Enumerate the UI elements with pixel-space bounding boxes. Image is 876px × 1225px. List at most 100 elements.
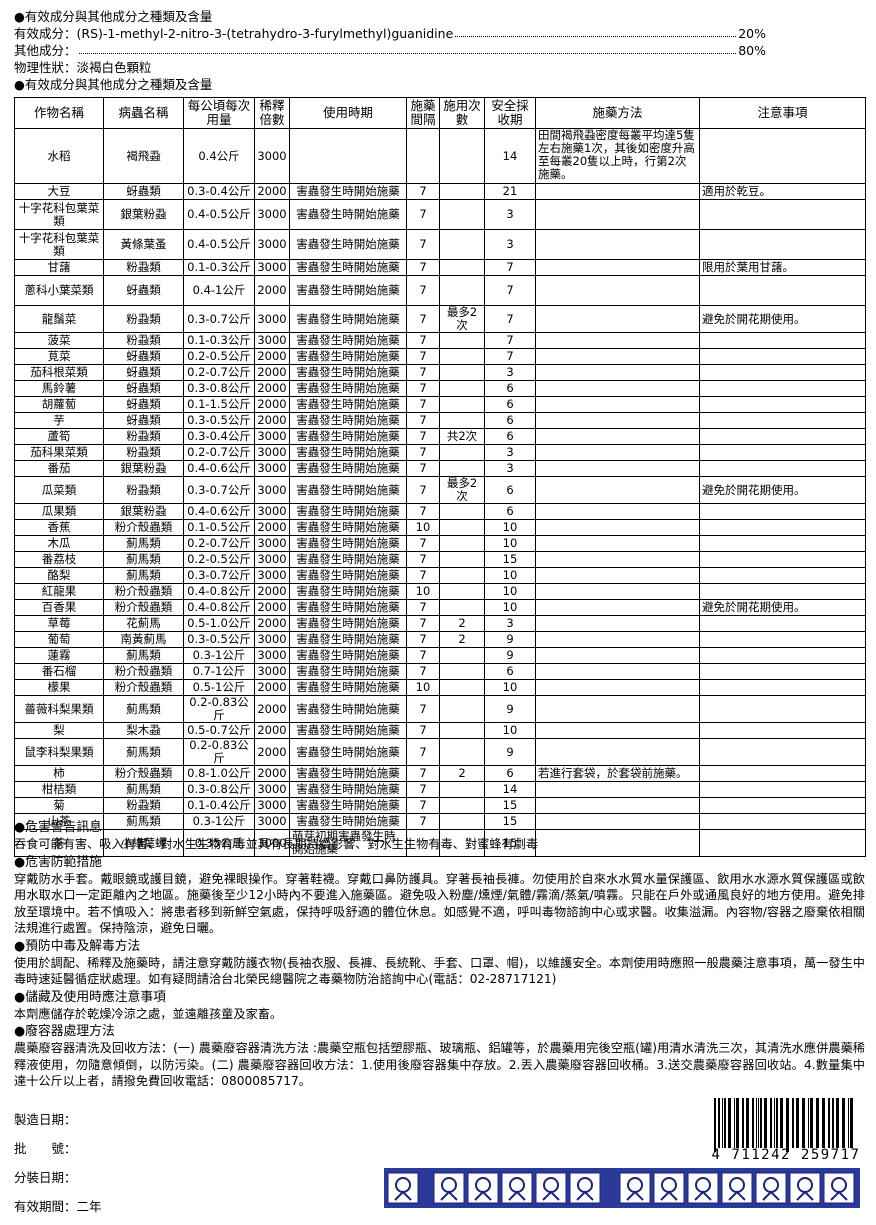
cell-pest: 薊馬類 [103,781,184,798]
cell-crop: 番茄 [14,460,104,477]
section-heading: ●危害警告訊息 [14,820,102,835]
cell-dose: 0.4-0.5公斤 [183,199,255,230]
cell-phi: 3 [484,460,536,477]
pictogram-figure [474,1190,492,1201]
cell-times [439,829,485,857]
cell-note [699,503,866,520]
bar [822,1098,825,1148]
cell-period: 害蟲發生時開始施藥 [289,503,407,520]
bar [728,1098,731,1148]
label: 其他成分： [14,43,77,58]
cell-note: 限用於葉用甘藷。 [699,259,866,276]
footer-field: 有效期間：二年 [14,1199,102,1214]
section: ●廢容器處理方法 農藥廢容器清洗及回收方法：(一) 農藥廢容器清洗方法 :農藥空瓶… [14,1024,865,1090]
cell-dose: 0.2-0.7公斤 [183,444,255,461]
cell-interval: 7 [406,364,440,381]
bar [742,1098,744,1148]
cell-dose: 0.2-0.7公斤 [183,364,255,381]
table-row: 番石榴 粉介殼蟲類 0.7-1公斤 3000 害蟲發生時開始施藥 7 6 [14,663,866,680]
cell-note [699,428,866,445]
cell-phi: 3 [484,364,536,381]
cell-interval: 7 [406,631,440,648]
cell-pest: 蚜蟲類 [103,275,184,306]
cell-period: 萌芽初期害蟲發生時開始施藥 [289,829,407,857]
cell-note [699,781,866,798]
section: ●儲藏及使用時應注意事項 本劑應儲存於乾燥冷涼之處，並遠離孩童及家畜。 [14,990,865,1023]
cell-dose: 0.1-1.5公斤 [183,396,255,413]
cell-interval [406,128,440,184]
column-header: 病蟲名稱 [103,97,184,129]
cell-method [535,396,700,413]
cell-crop: 莧菜 [14,348,104,365]
cell-crop: 檬果 [14,679,104,696]
cell-phi: 3 [484,229,536,260]
cell-dilution: 2000 [254,679,290,696]
cell-dilution: 2000 [254,275,290,306]
table-row: 酪梨 薊馬類 0.3-0.7公斤 3000 害蟲發生時開始施藥 7 10 [14,567,866,584]
cell-dilution: 3000 [254,567,290,584]
cell-note [699,519,866,536]
cell-phi: 3 [484,199,536,230]
pictogram-figure [394,1190,412,1201]
cell-pest: 銀葉粉蝨 [103,460,184,477]
section-text: 農藥廢容器清洗及回收方法：(一) 農藥廢容器清洗方法 :農藥空瓶包括塑膠瓶、玻璃… [14,1041,865,1088]
cell-interval: 7 [406,663,440,680]
cell-dilution: 2000 [254,183,290,200]
cell-crop: 十字花科包葉菜類 [14,229,104,260]
cell-phi: 7 [484,305,536,333]
cell-interval: 7 [406,535,440,552]
bar [836,1098,839,1148]
cell-period: 害蟲發生時開始施藥 [289,460,407,477]
cell-crop: 梨 [14,722,104,739]
cell-period: 害蟲發生時開始施藥 [289,259,407,276]
table-row: 茄科果菜類 粉蝨類 0.2-0.7公斤 3000 害蟲發生時開始施藥 7 3 [14,444,866,461]
cell-dilution: 3000 [254,332,290,349]
cell-interval: 7 [406,412,440,429]
cell-period: 害蟲發生時開始施藥 [289,765,407,782]
cell-dose: 0.1-0.5公斤 [183,519,255,536]
cell-crop: 木瓜 [14,535,104,552]
cell-dose: 0.7-1公斤 [183,663,255,680]
table-row: 茶小綠葉蟬 0.35公斤 3000 萌芽初期害蟲發生時開始施藥 15 [14,829,866,857]
cell-period: 害蟲發生時開始施藥 [289,695,407,723]
cell-times [439,199,485,230]
cell-dose: 0.3-0.7公斤 [183,567,255,584]
cell-crop: 鼠李科梨果類 [14,738,104,766]
cell-period: 害蟲發生時開始施藥 [289,615,407,632]
cell-method: 田間褐飛蝨密度每叢平均達5隻左右施藥1次，其後如密度升高至每叢20隻以上時，行第… [535,128,700,184]
cell-method [535,380,700,397]
cell-pest: 蚜蟲類 [103,412,184,429]
cell-phi: 6 [484,503,536,520]
footer-field: 分裝日期： [14,1170,77,1185]
cell-period: 害蟲發生時開始施藥 [289,183,407,200]
cell-dose: 0.3-0.5公斤 [183,412,255,429]
pictogram-figure [830,1190,848,1201]
cell-period: 害蟲發生時開始施藥 [289,199,407,230]
cell-crop: 菊 [14,797,104,814]
cell-interval: 7 [406,476,440,504]
cell-phi: 10 [484,583,536,600]
pictogram-figure [762,1190,780,1201]
bar [832,1098,834,1148]
cell-dose: 0.3-0.8公斤 [183,380,255,397]
cell-dose: 0.4-0.6公斤 [183,503,255,520]
table-row: 檬果 粉介殼蟲類 0.5-1公斤 2000 害蟲發生時開始施藥 10 10 [14,679,866,696]
cell-dose: 0.5-1公斤 [183,679,255,696]
cell-period: 害蟲發生時開始施藥 [289,663,407,680]
cell-method [535,679,700,696]
cell-crop: 茄科根菜類 [14,364,104,381]
cell-dose: 0.4公斤 [183,128,255,184]
cell-dose: 0.3-0.7公斤 [183,476,255,504]
cell-phi: 6 [484,765,536,782]
cell-interval: 7 [406,229,440,260]
cell-pest: 薊馬類 [103,647,184,664]
cell-method [535,305,700,333]
cell-times [439,781,485,798]
cell-dilution: 3000 [254,444,290,461]
cell-phi: 15 [484,551,536,568]
bar [724,1098,726,1148]
pictogram-figure [796,1190,814,1201]
cell-pest: 粉介殼蟲類 [103,679,184,696]
cell-method [535,551,700,568]
table-row: 瓜果類 銀葉粉蝨 0.4-0.6公斤 3000 害蟲發生時開始施藥 7 6 [14,503,866,520]
